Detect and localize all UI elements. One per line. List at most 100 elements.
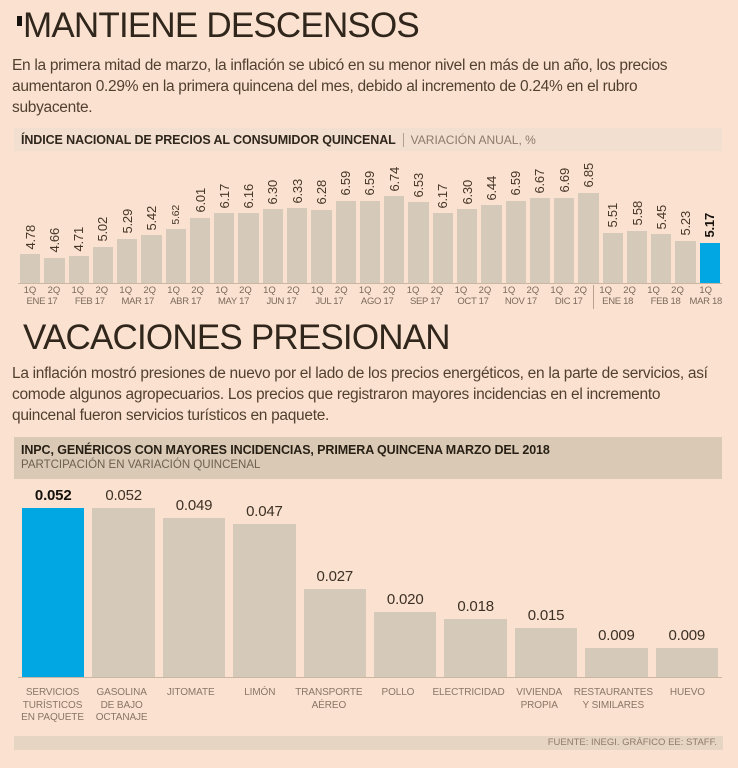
inpc-bar-value: 5.42 [144,205,159,231]
inpc-bar [141,235,162,283]
month-label: ENE 18 [602,296,634,307]
inpc-bar-slot: 6.85 [576,151,600,283]
inpc-bar [238,213,259,283]
inpc-bar-value-wrap: 6.74 [382,167,406,192]
inpc-bar-slot: 6.30 [261,151,285,283]
category-label: RESTAURANTES Y SIMILARES [573,687,653,711]
inpc-bar-chart: 4.78 4.66 4.71 5.02 5.29 5.42 5.62 6.01 6.17 6.16… [18,151,722,284]
month-group: 1Q 2Q ABR 17 [162,285,210,309]
inpc-bar-value: 6.30 [459,179,475,205]
quarter-label: 2Q [623,285,636,296]
quarter-labels: 1Q 2Q [210,285,258,296]
incidencia-bar-value: 0.020 [386,591,424,608]
inpc-bar-value-wrap: 6.67 [528,169,552,194]
month-group: 1Q MAR 18 [689,285,722,309]
inpc-bar-value: 6.44 [483,175,499,201]
inpc-bar-value-wrap: 6.30 [261,180,285,205]
month-label: AGO 17 [360,296,394,307]
inpc-bar-value-wrap: 4.78 [18,225,42,250]
inpc-bar-slot: 6.16 [236,151,260,283]
month-label: DIC 17 [554,296,583,307]
section1-intro: En la primera mitad de marzo, la inflaci… [12,57,668,116]
inpc-bar-slot: 6.33 [285,151,309,283]
section2-intro: La inflación mostró presiones de nuevo p… [12,365,708,424]
month-group: 1Q 2Q DIC 17 [545,285,593,309]
quarter-labels: 1Q 2Q [162,285,210,296]
inpc-bar-value-wrap: 5.62 [164,205,188,225]
inpc-bar-value-wrap: 6.30 [455,180,479,205]
quarter-label: 2Q [143,285,157,296]
incidencia-bar [162,517,226,677]
inpc-bar-slot: 6.59 [504,151,528,283]
inpc-bar-value: 5.45 [653,204,669,230]
inpc-bar-value: 6.01 [192,188,208,213]
quarter-labels: 1Q 2Q [594,285,642,296]
source-strip: FUENTE: INEGI. GRÁFICO EE: STAFF. [14,736,723,750]
inpc-bar [384,196,405,283]
quarter-label: 1Q [263,285,276,296]
category-label: ELECTRICIDAD [432,687,505,698]
inpc-bar-value: 6.59 [508,171,524,196]
inpc-bar-highlight [699,242,720,283]
inpc-bar-value: 6.17 [435,183,451,209]
category-label: LIMÓN [244,687,276,698]
inpc-bar-value: 5.51 [605,202,621,228]
inpc-bar-value-wrap: 6.85 [576,163,600,188]
inpc-bar-value: 5.62 [169,204,182,225]
inpc-bar-value: 4.78 [22,224,38,250]
month-group: 1Q 2Q MAR 17 [114,285,162,309]
inpc-bar-slot: 6.69 [552,151,576,283]
inpc-bar [505,200,526,283]
incidencia-bar [444,618,507,677]
quarter-label: 2Q [95,285,109,296]
inpc-bar-value: 6.53 [411,172,427,198]
incidencia-bar-value: 0.009 [598,626,635,644]
incidencia-bar-value: 0.027 [316,568,354,586]
inpc-bar-slot: 6.74 [382,151,406,283]
category-label: HUEVO [669,687,705,698]
month-group: 1Q 2Q MAY 17 [210,285,258,309]
inpc-bar-slot: 6.59 [358,151,382,283]
inpc-bar-value: 6.59 [362,171,378,196]
inpc-bar-value-wrap: 6.28 [309,180,333,205]
incidencia-bar-slot: 0.047 [229,495,299,677]
chart1-header-title: ÍNDICE NACIONAL DE PRECIOS AL CONSUMIDOR… [21,132,396,147]
incidencias-bar-chart: 0.052 0.052 0.049 0.047 0.027 0.020 0.018 0.015… [18,487,722,678]
inpc-bar-slot: 6.30 [455,151,479,283]
inpc-bar-slot: 5.23 [673,151,697,283]
quarter-label: 2Q [478,285,492,296]
month-group: 1Q 2Q FEB 18 [642,285,690,309]
quarter-labels: 1Q 2Q [66,285,114,296]
month-group: 1Q 2Q AGO 17 [353,285,401,309]
incidencia-bar [655,647,718,677]
inpc-bar-value-wrap: 4.66 [42,228,66,253]
inpc-bar-value: 6.33 [289,178,305,204]
inpc-bar-value: 5.02 [95,217,111,242]
inpc-bar [214,213,235,283]
inpc-bar-value-wrap: 6.33 [285,179,309,204]
quarter-label: 1Q [215,285,228,296]
inpc-bar-value: 6.17 [216,183,232,209]
inpc-bar [675,240,696,283]
incidencia-bar-slot: 0.049 [159,495,229,677]
month-label: MAY 17 [217,296,250,307]
month-label: FEB 17 [74,296,105,307]
incidencia-bar-slot: 0.027 [300,495,370,677]
inpc-bar [165,229,186,283]
inpc-bar-value-wrap: 6.59 [358,171,382,196]
inpc-bar [529,198,551,283]
inpc-bar [262,209,284,283]
month-label: OCT 17 [457,296,489,307]
quarter-labels: 1Q 2Q [497,285,545,296]
inpc-bar [335,200,356,283]
quarter-label: 1Q [550,285,564,296]
inpc-bar [189,217,211,283]
quarter-label: 2Q [430,285,444,296]
inpc-bar [311,209,332,283]
incidencia-bar-value: 0.049 [175,496,213,514]
chart2-header-title: INPC, GENÉRICOS CON MAYORES INCIDENCIAS,… [21,443,550,457]
inpc-bar-value: 6.85 [580,163,596,188]
inpc-bar-value-wrap: 6.59 [504,171,528,196]
quarter-label: 1Q [699,285,713,296]
category-label: SERVICIOS TURÍSTICOS EN PAQUETE [21,687,84,723]
